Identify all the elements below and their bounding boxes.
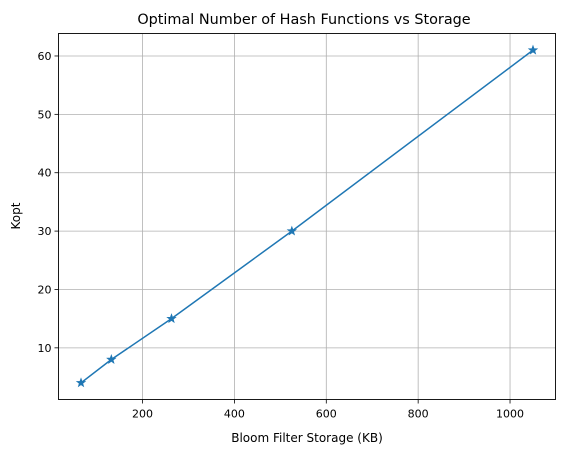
- x-tick-label: 1000: [496, 408, 524, 421]
- data-point-star: [527, 44, 539, 55]
- y-axis-label: Kopt: [9, 202, 23, 229]
- series-layer: [75, 44, 539, 388]
- x-tick-label: 600: [316, 408, 337, 421]
- data-point-star: [106, 354, 117, 364]
- y-tick-label: 10: [38, 342, 52, 355]
- plot-frame: [58, 33, 556, 400]
- series-line: [80, 49, 534, 384]
- y-tick-label: 40: [38, 167, 52, 180]
- x-tick-label: 400: [224, 408, 245, 421]
- y-tick-label: 20: [38, 283, 52, 296]
- y-tick-label: 50: [38, 108, 52, 121]
- chart-title: Optimal Number of Hash Functions vs Stor…: [137, 12, 470, 28]
- tick-layer: 200 400 600 800 1000 10 20 30 40 50 60: [38, 50, 525, 421]
- x-tick-label: 200: [132, 408, 153, 421]
- grid-lines: [58, 33, 556, 400]
- x-tick-label: 800: [408, 408, 429, 421]
- x-axis-label: Bloom Filter Storage (KB): [231, 431, 383, 445]
- data-point-star: [166, 313, 177, 324]
- data-point-star: [75, 377, 87, 388]
- data-point-star: [286, 225, 298, 236]
- y-tick-label: 30: [38, 225, 52, 238]
- y-tick-label: 60: [38, 50, 52, 63]
